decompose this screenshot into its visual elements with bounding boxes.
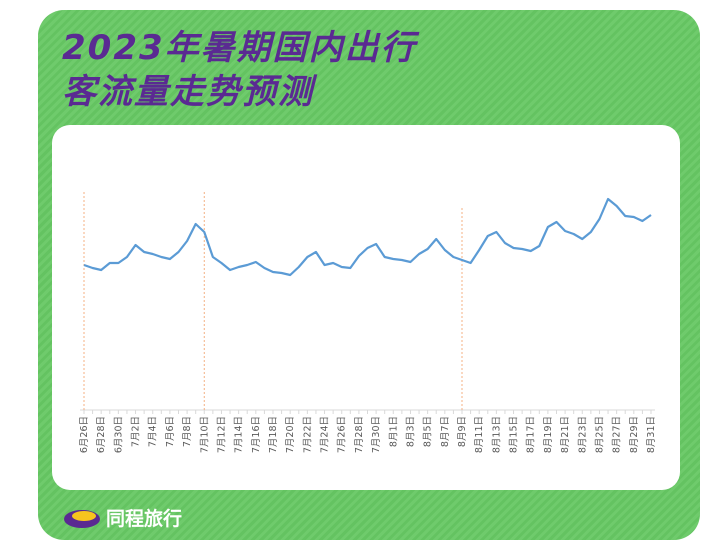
brand-name: 同程旅行 xyxy=(106,508,183,530)
x-tick-label: 7月2日 xyxy=(131,416,142,447)
x-tick-label: 7月22日 xyxy=(302,416,313,453)
chart-panel xyxy=(52,125,680,490)
x-tick-label: 7月18日 xyxy=(268,416,279,453)
x-tick-label: 8月27日 xyxy=(612,416,623,453)
x-tick-label: 7月8日 xyxy=(182,416,193,447)
title-line-2: 客流量走势预测 xyxy=(62,72,314,112)
chart-title: 2023年暑期国内出行 客流量走势预测 xyxy=(62,26,417,114)
x-tick-label: 8月15日 xyxy=(509,416,520,453)
x-tick-label: 6月28日 xyxy=(96,416,107,453)
x-tick-label: 8月29日 xyxy=(629,416,640,453)
x-tick-label: 7月28日 xyxy=(354,416,365,453)
title-line-1: 2023年暑期国内出行 xyxy=(62,28,417,68)
x-tick-label: 7月10日 xyxy=(199,416,210,453)
x-tick-label: 8月11日 xyxy=(474,416,485,453)
brand-logo: 同程旅行 xyxy=(62,504,182,531)
x-tick-label: 8月3日 xyxy=(405,416,416,447)
x-tick-label: 7月6日 xyxy=(165,416,176,447)
x-tick-label: 6月26日 xyxy=(79,416,90,453)
x-tick-label: 7月30日 xyxy=(371,416,382,453)
x-tick-label: 8月25日 xyxy=(594,416,605,453)
x-tick-label: 8月19日 xyxy=(543,416,554,453)
x-tick-label: 8月9日 xyxy=(457,416,468,447)
brand-logo-icon xyxy=(64,509,100,528)
x-tick-label: 8月7日 xyxy=(440,416,451,447)
x-tick-label: 8月1日 xyxy=(388,416,399,447)
x-tick-label: 8月31日 xyxy=(646,416,657,453)
x-tick-label: 8月13日 xyxy=(491,416,502,453)
x-tick-label: 8月5日 xyxy=(423,416,434,447)
x-tick-label: 8月21日 xyxy=(560,416,571,453)
series-line xyxy=(83,197,652,277)
x-tick-label: 7月26日 xyxy=(337,416,348,453)
x-tick-label: 8月17日 xyxy=(526,416,537,453)
x-tick-label: 7月20日 xyxy=(285,416,296,453)
x-tick-label: 7月14日 xyxy=(234,416,245,453)
x-tick-label: 7月16日 xyxy=(251,416,262,453)
x-tick-label: 6月30日 xyxy=(113,416,124,453)
x-tick-label: 7月4日 xyxy=(148,416,159,447)
x-tick-label: 8月23日 xyxy=(577,416,588,453)
x-tick-label: 7月24日 xyxy=(320,416,331,453)
x-tick-label: 7月12日 xyxy=(216,416,227,453)
